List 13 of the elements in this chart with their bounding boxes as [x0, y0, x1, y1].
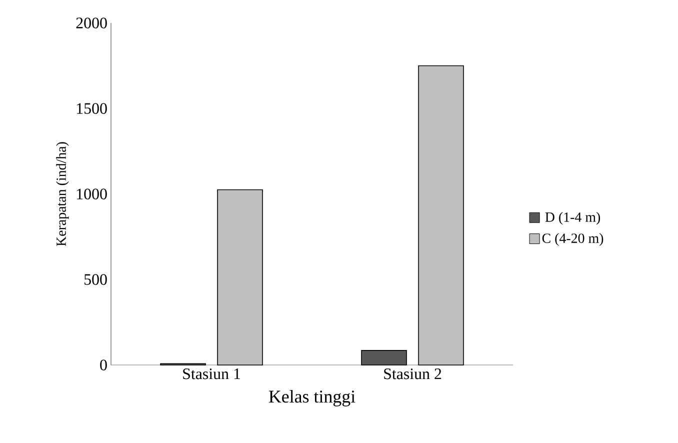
y-axis-title: Kerapatan (ind/ha) [56, 142, 69, 246]
x-tick-label: Stasiun 1 [183, 368, 240, 380]
x-tick-label: Stasiun 2 [384, 368, 442, 380]
legend-label: D (1-4 m) [545, 212, 600, 225]
legend-label: C (4-20 m) [542, 233, 604, 246]
bar [217, 189, 263, 366]
x-axis-title: Kelas tinggi [268, 390, 356, 406]
y-tick-label: 2000 [76, 18, 107, 28]
bar [418, 65, 464, 366]
y-tick-label: 1000 [77, 188, 107, 200]
y-tick-label: 500 [84, 274, 107, 285]
y-tick-label: 1500 [77, 103, 107, 114]
y-tick-label: 0 [100, 360, 107, 370]
